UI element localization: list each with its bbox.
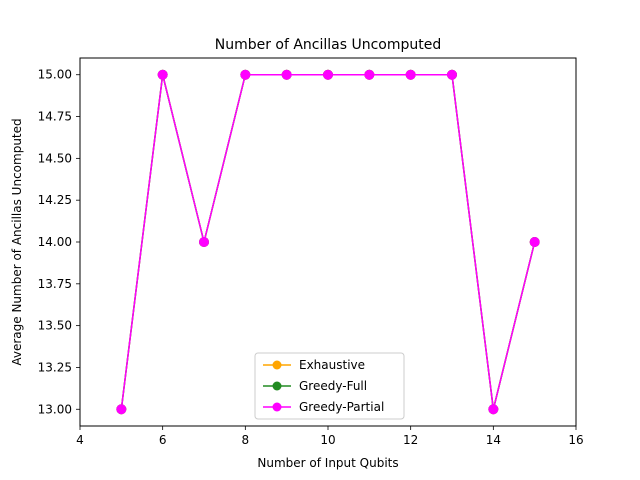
y-tick-label: 13.75 [38, 277, 72, 291]
y-tick-label: 14.50 [38, 151, 72, 165]
x-tick-label: 12 [403, 433, 418, 447]
x-tick-label: 16 [568, 433, 583, 447]
data-point-greedy-partial [529, 237, 540, 247]
legend-label: Exhaustive [299, 358, 365, 372]
y-tick-label: 14.75 [38, 110, 72, 124]
x-tick-label: 14 [486, 433, 501, 447]
series-layer [116, 69, 540, 415]
legend-label: Greedy-Full [299, 379, 367, 393]
y-tick-label: 14.25 [38, 193, 72, 207]
x-tick-label: 6 [159, 433, 167, 447]
data-point-greedy-partial [240, 69, 251, 80]
x-tick-label: 4 [76, 433, 84, 447]
y-tick-label: 15.00 [38, 68, 72, 82]
y-tick-label: 14.00 [38, 235, 72, 249]
y-tick-label: 13.50 [38, 319, 72, 333]
y-tick-label: 13.25 [38, 360, 72, 374]
legend-entry-greedy-partial: Greedy-Partial [263, 400, 384, 414]
legend-marker [272, 360, 282, 370]
chart-title: Number of Ancillas Uncomputed [215, 37, 442, 53]
series-greedy-partial [116, 69, 540, 415]
x-axis: 4 6 8 10 12 14 16 [76, 426, 584, 447]
legend-box [254, 352, 405, 420]
legend-marker [272, 402, 282, 412]
data-point-greedy-partial [116, 404, 127, 415]
y-axis: 13.00 13.25 13.50 13.75 14.00 14.25 14.50 14.75… [38, 68, 80, 416]
legend-label: Greedy-Partial [299, 400, 384, 414]
x-tick-label: 8 [242, 433, 250, 447]
legend-entry-exhaustive: Exhaustive [263, 358, 365, 372]
data-point-greedy-partial [157, 69, 168, 80]
x-axis-label: Number of Input Qubits [257, 456, 398, 470]
y-axis-label: Average Number of Ancillas Uncomputed [10, 118, 24, 365]
data-point-greedy-partial [405, 69, 416, 80]
legend-entry-greedy-full: Greedy-Full [263, 379, 367, 393]
legend: Exhaustive Greedy-Full Greedy-Partial [254, 352, 405, 420]
data-point-greedy-partial [447, 69, 457, 80]
data-point-greedy-partial [281, 69, 292, 80]
data-point-greedy-partial [323, 69, 333, 80]
x-tick-label: 10 [320, 433, 335, 447]
legend-marker [272, 381, 282, 391]
data-point-greedy-partial [199, 237, 209, 247]
data-point-greedy-partial [364, 69, 375, 80]
y-tick-label: 13.00 [38, 402, 72, 416]
data-point-greedy-partial [488, 404, 499, 415]
